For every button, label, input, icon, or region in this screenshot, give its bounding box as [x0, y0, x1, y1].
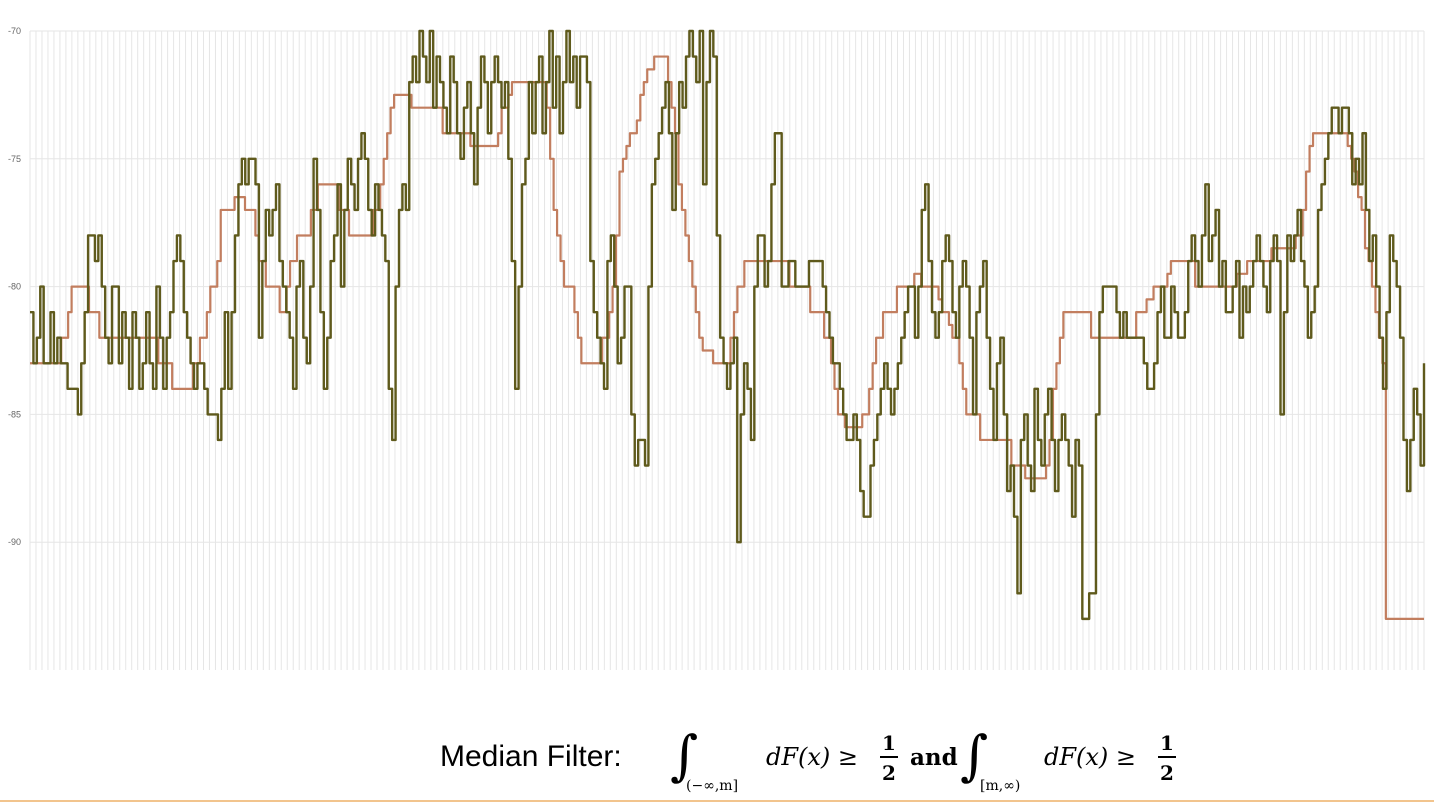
horizontal-grid — [30, 30, 1424, 543]
conjunction-and: and — [910, 744, 958, 771]
integrand-2: dF(x) ≥ — [1044, 743, 1136, 771]
fraction-denominator-2: 2 — [1160, 761, 1174, 785]
integral-sign-2: ∫ — [960, 724, 988, 787]
vertical-grid — [29, 31, 1425, 670]
rssi-line-chart: -70 -75 -80 -85 -90 — [8, 26, 1426, 670]
series-lines — [30, 29, 1426, 621]
bottom-accent-rule — [0, 800, 1434, 802]
integral-sign-1: ∫ — [670, 724, 698, 787]
fraction-numerator-1: 1 — [882, 731, 896, 755]
y-tick-label: -80 — [8, 282, 21, 292]
median-filter-caption: Median Filter: ∫ (−∞,m] dF(x) ≥ 1 2 and … — [0, 718, 1434, 798]
series-line-raw — [30, 29, 1426, 621]
integral-lower-2: [m,∞) — [980, 778, 1020, 794]
integral-lower-1: (−∞,m] — [686, 778, 738, 794]
median-formula: ∫ (−∞,m] dF(x) ≥ 1 2 and ∫ [m,∞) dF(x) ≥… — [670, 724, 1176, 794]
y-tick-label: -70 — [8, 26, 21, 36]
fraction-denominator-1: 2 — [882, 761, 896, 785]
fraction-numerator-2: 1 — [1160, 731, 1174, 755]
y-tick-label: -90 — [8, 537, 21, 547]
integrand-1: dF(x) ≥ — [766, 743, 858, 771]
y-axis-ticks: -70 -75 -80 -85 -90 — [8, 26, 21, 547]
series-line-median — [30, 55, 1424, 620]
y-tick-label: -75 — [8, 154, 21, 164]
y-tick-label: -85 — [8, 409, 21, 419]
caption-label: Median Filter: — [440, 740, 622, 773]
